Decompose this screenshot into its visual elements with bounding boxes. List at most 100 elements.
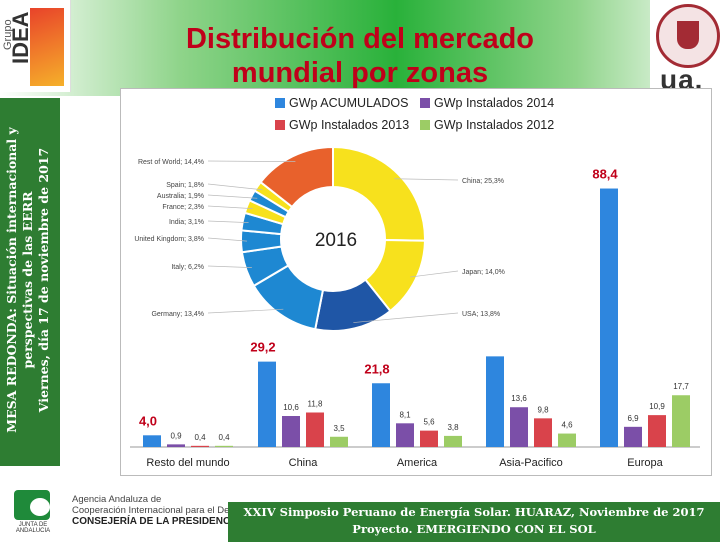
legend-item-2014: GWp Instalados 2014 <box>420 96 554 110</box>
bar-2-0 <box>191 445 209 447</box>
university-seal-icon <box>656 4 720 68</box>
legend-label-2013: GWp Instalados 2013 <box>289 118 410 132</box>
category-label-2: America <box>397 457 438 469</box>
bar-1-1 <box>282 416 300 447</box>
category-label-4: Europa <box>627 457 663 469</box>
university-logo: ua. <box>650 0 720 96</box>
data-label-3-2: 3,8 <box>447 423 459 432</box>
agency-line-3: CONSEJERÍA DE LA PRESIDENCIA <box>72 516 241 527</box>
legend-label-acumulados: GWp ACUMULADOS <box>289 96 409 110</box>
data-label-2-2: 5,6 <box>423 418 435 427</box>
slice-label-7: France; 2,3% <box>162 204 204 211</box>
leader-line-3 <box>207 308 284 314</box>
bar-3-0 <box>215 445 233 447</box>
symposium-banner: XXIV Simposio Peruano de Energía Solar. … <box>228 502 720 542</box>
leader-line-7 <box>207 205 253 209</box>
slice-label-2: USA; 13,8% <box>462 311 500 318</box>
data-label-0-4: 88,4 <box>592 167 618 182</box>
junta-flag-icon <box>14 490 50 520</box>
leader-line-2 <box>353 312 459 323</box>
title-line-1: Distribución del mercado <box>185 23 535 55</box>
legend-label-2012: GWp Instalados 2012 <box>434 118 555 132</box>
slice-label-6: India; 3,1% <box>169 219 204 226</box>
legend-swatch-2014 <box>420 98 430 108</box>
agency-line-1: Agencia Andaluza de <box>72 494 162 505</box>
slice-label-0: China; 25,3% <box>462 178 504 185</box>
slice-label-5: United Kingdom; 3,8% <box>134 236 204 243</box>
data-label-3-3: 4,6 <box>561 421 573 430</box>
data-label-0-1: 29,2 <box>250 340 275 355</box>
data-label-1-3: 13,6 <box>511 394 527 403</box>
slice-label-1: Japan; 14,0% <box>462 269 505 276</box>
bar-3-3 <box>558 433 576 447</box>
leader-line-8 <box>207 194 258 199</box>
data-label-1-2: 8,1 <box>399 410 411 419</box>
side-band <box>0 98 60 466</box>
category-label-1: China <box>289 457 319 469</box>
bar-0-4 <box>600 188 618 447</box>
legend-swatch-acumulados <box>275 98 285 108</box>
donut-center-title: 2016 <box>315 230 357 251</box>
data-label-2-3: 9,8 <box>537 405 549 414</box>
data-label-0-0: 4,0 <box>139 413 157 428</box>
slide-title: Distribución del mercado mundial por zon… <box>140 22 580 90</box>
data-label-1-4: 6,9 <box>627 414 639 423</box>
bar-2-2 <box>420 430 438 447</box>
slice-label-8: Australia; 1,9% <box>157 193 204 200</box>
leader-line-4 <box>207 265 252 268</box>
leader-line-0 <box>394 178 459 181</box>
leader-line-1 <box>410 270 459 278</box>
footer-line-2: Proyecto. EMERGIENDO CON EL SOL <box>352 522 596 536</box>
junta-text: JUNTA DE ANDALUCIA <box>15 522 51 534</box>
bar-3-1 <box>330 436 348 447</box>
leader-line-6 <box>207 220 249 223</box>
data-label-2-0: 0,4 <box>194 433 206 442</box>
slice-label-9: Spain; 1,8% <box>166 182 204 189</box>
bar-1-4 <box>624 426 642 447</box>
legend-label-2014: GWp Instalados 2014 <box>434 96 555 110</box>
bar-2-3 <box>534 418 552 447</box>
legend-swatch-2013 <box>275 120 285 130</box>
leader-line-9 <box>207 183 263 191</box>
agency-block: Agencia Andaluza de Cooperación Internac… <box>72 494 261 527</box>
leader-line-10 <box>207 160 296 163</box>
data-label-0-2: 21,8 <box>364 361 389 376</box>
bar-1-3 <box>510 407 528 447</box>
bar-0-1 <box>258 361 276 447</box>
donut-slice-10 <box>259 145 334 209</box>
data-label-1-0: 0,9 <box>170 431 182 440</box>
data-label-3-0: 0,4 <box>218 433 230 442</box>
title-line-2: mundial por zonas <box>231 57 489 89</box>
bar-chart: 4,0 29,2 21,8 88,4 0,9 10,6 8,1 13,6 6,9 0,4 11,8 5… <box>130 167 700 469</box>
bar-3-2 <box>444 435 462 447</box>
donut-chart: China; 25,3% Japan; 14,0% USA; 13,8% German… <box>134 145 505 332</box>
bar-1-0 <box>167 444 185 447</box>
data-label-1-1: 10,6 <box>283 403 299 412</box>
donut-slice-0 <box>332 145 426 242</box>
bar-0-2 <box>372 383 390 447</box>
legend-item-2013: GWp Instalados 2013 <box>275 118 409 132</box>
junta-logo: JUNTA DE ANDALUCIA <box>6 488 60 534</box>
grupo-idea-logo: Grupo IDEA <box>0 0 71 92</box>
idea-logo-stripe <box>30 8 64 86</box>
data-label-3-4: 17,7 <box>673 382 689 391</box>
data-label-2-4: 10,9 <box>649 402 665 411</box>
bar-2-1 <box>306 412 324 447</box>
bar-0-3 <box>486 356 504 447</box>
bar-2-4 <box>648 415 666 447</box>
bar-0-0 <box>143 435 161 447</box>
leader-line-5 <box>207 237 248 242</box>
slice-label-3: Germany; 13,4% <box>151 311 204 318</box>
legend-item-2012: GWp Instalados 2012 <box>420 118 554 132</box>
category-label-3: Asia-Pacifico <box>499 457 563 469</box>
legend-swatch-2012 <box>420 120 430 130</box>
header-band <box>0 0 720 96</box>
legend-item-acumulados: GWp ACUMULADOS <box>275 96 408 110</box>
bar-3-4 <box>672 395 690 447</box>
data-label-3-1: 3,5 <box>333 424 345 433</box>
agency-line-2: Cooperación Internacional para el Desarr… <box>72 505 261 516</box>
slice-label-4: Italy; 6,2% <box>171 264 204 271</box>
slice-label-10: Rest of World; 14,4% <box>138 159 204 166</box>
footer-line-1: XXIV Simposio Peruano de Energía Solar. … <box>243 505 705 519</box>
